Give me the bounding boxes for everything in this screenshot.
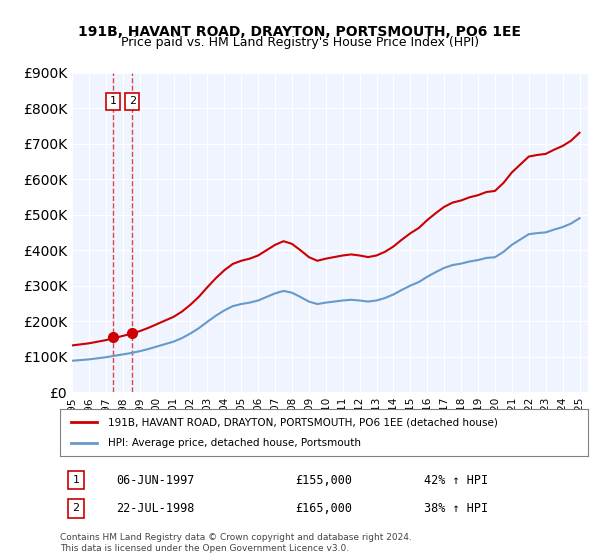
Text: 2: 2 <box>72 503 79 514</box>
Text: 42% ↑ HPI: 42% ↑ HPI <box>424 474 488 487</box>
Text: 06-JUN-1997: 06-JUN-1997 <box>116 474 194 487</box>
Text: 1: 1 <box>110 96 117 106</box>
Text: 191B, HAVANT ROAD, DRAYTON, PORTSMOUTH, PO6 1EE (detached house): 191B, HAVANT ROAD, DRAYTON, PORTSMOUTH, … <box>107 417 497 427</box>
Text: 1: 1 <box>73 475 79 485</box>
Text: HPI: Average price, detached house, Portsmouth: HPI: Average price, detached house, Port… <box>107 438 361 448</box>
Text: Contains HM Land Registry data © Crown copyright and database right 2024.
This d: Contains HM Land Registry data © Crown c… <box>60 533 412 553</box>
Text: Price paid vs. HM Land Registry's House Price Index (HPI): Price paid vs. HM Land Registry's House … <box>121 36 479 49</box>
Text: 22-JUL-1998: 22-JUL-1998 <box>116 502 194 515</box>
Text: 191B, HAVANT ROAD, DRAYTON, PORTSMOUTH, PO6 1EE: 191B, HAVANT ROAD, DRAYTON, PORTSMOUTH, … <box>79 25 521 39</box>
Text: 38% ↑ HPI: 38% ↑ HPI <box>424 502 488 515</box>
Text: 2: 2 <box>128 96 136 106</box>
Text: £165,000: £165,000 <box>296 502 353 515</box>
Text: £155,000: £155,000 <box>296 474 353 487</box>
